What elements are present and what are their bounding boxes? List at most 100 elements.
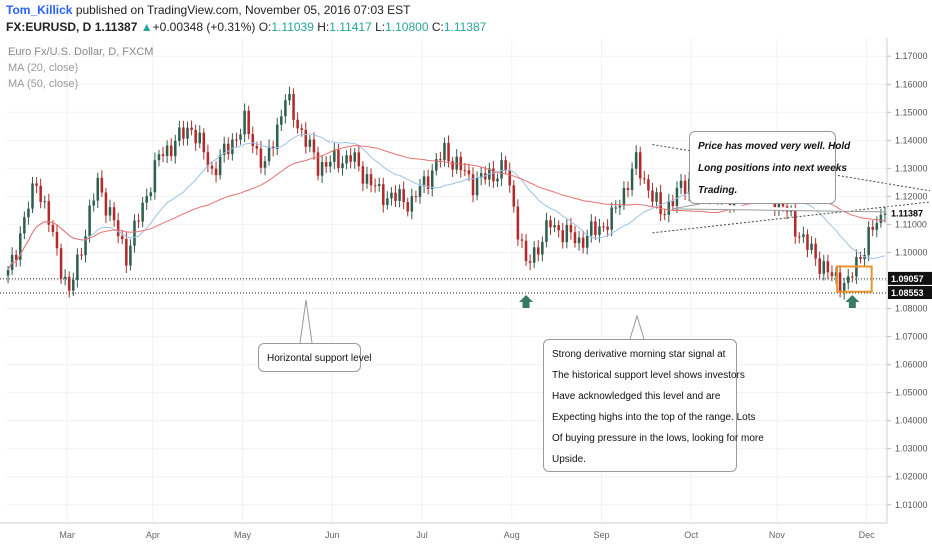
grid-lines xyxy=(6,38,887,523)
candle-body xyxy=(883,213,887,215)
annotation-price-moved[interactable]: Price has moved very well. Hold Long pos… xyxy=(689,131,851,204)
time-axis[interactable]: MarAprMayJunJulAugSepOctNovDec2017Feb xyxy=(0,522,932,540)
candle-body xyxy=(271,146,275,149)
candle-body xyxy=(602,226,605,228)
candle-body xyxy=(663,214,666,216)
candle-body xyxy=(638,152,642,179)
candle-body xyxy=(288,93,291,101)
candle-body xyxy=(235,139,238,141)
time-tick-label: Apr xyxy=(146,530,160,540)
callout-pointer-price xyxy=(671,203,885,213)
candle-body xyxy=(116,220,120,237)
candle-body xyxy=(14,254,18,260)
candle-body xyxy=(528,261,532,263)
candle-body xyxy=(243,110,246,135)
annotation-line: Strong derivative morning star signal at xyxy=(552,349,726,360)
chart-header: Tom_Killick published on TradingView.com… xyxy=(0,0,932,38)
candle-body xyxy=(206,152,210,166)
candle-body xyxy=(471,174,475,196)
annotation-line: Price has moved very well. Hold xyxy=(698,141,851,152)
candle-body xyxy=(231,139,234,154)
candle-body xyxy=(826,261,830,273)
candle-body xyxy=(345,155,348,164)
price-tick-label: 1.11000 xyxy=(895,219,927,229)
candle-body xyxy=(443,142,446,161)
candle-body xyxy=(651,190,654,202)
candle-body xyxy=(292,93,295,120)
chart-background xyxy=(0,38,932,550)
candle-body xyxy=(430,170,434,189)
candle-body xyxy=(459,156,463,171)
callout-pointer-star xyxy=(629,314,645,340)
symbol-name[interactable]: FX:EURUSD, D xyxy=(6,20,92,34)
callout-pointers xyxy=(299,203,885,344)
candle-body xyxy=(300,128,303,130)
candle-body xyxy=(198,132,202,144)
trendline xyxy=(652,201,930,234)
candle-body xyxy=(341,163,344,169)
candle-body xyxy=(614,207,618,209)
candle-body xyxy=(630,168,634,191)
candle-body xyxy=(810,243,813,250)
candle-body xyxy=(606,226,609,230)
signal-markers xyxy=(519,295,860,309)
candle-body xyxy=(361,166,365,184)
price-tick-label: 1.06000 xyxy=(895,360,928,370)
candle-body xyxy=(182,127,185,139)
candle-body xyxy=(577,237,581,244)
candle-body xyxy=(145,196,148,203)
candle-body xyxy=(165,145,169,156)
candle-body xyxy=(508,169,511,186)
author-link[interactable]: Tom_Killick xyxy=(6,3,73,17)
candle-body xyxy=(798,236,801,238)
annotation-line: Long positions into next weeks xyxy=(698,163,847,174)
candle-body xyxy=(353,152,356,162)
price-chart[interactable]: 1.17000 1.16000 1.15000 1.14000 1.13000 1.120… xyxy=(0,38,932,550)
legend-series-name: Euro Fx/U.S. Dollar, D, FXCM xyxy=(8,46,153,58)
price-label-text: 1.11387 xyxy=(891,209,923,219)
time-tick-label: Dec xyxy=(859,530,876,540)
annotation-support-level[interactable]: Horizontal support level xyxy=(258,343,372,372)
candle-body xyxy=(23,217,26,234)
callout-pointer-support xyxy=(299,299,313,344)
candle-body xyxy=(218,154,222,176)
time-tick-label: Oct xyxy=(684,530,699,540)
candle-body xyxy=(647,179,650,191)
candle-body xyxy=(622,188,626,206)
candle-body xyxy=(169,145,173,157)
price-tick-label: 1.05000 xyxy=(895,388,928,398)
close-label: C: xyxy=(431,20,444,34)
candle-body xyxy=(174,140,177,157)
annotation-morning-star[interactable]: Strong derivative morning star signal at… xyxy=(543,339,764,472)
candle-body xyxy=(157,154,161,161)
candle-body xyxy=(565,224,569,243)
candle-body xyxy=(320,162,324,176)
high-label: H: xyxy=(317,20,330,34)
candle-body xyxy=(186,127,189,139)
candle-body xyxy=(679,180,683,188)
candle-body xyxy=(112,207,116,221)
price-label-text: 1.08553 xyxy=(891,288,924,298)
candle-body xyxy=(80,254,83,256)
candle-body xyxy=(414,196,418,198)
candle-body xyxy=(137,220,140,222)
candle-body xyxy=(618,205,622,208)
candle-body xyxy=(120,236,124,240)
candle-body xyxy=(504,160,507,170)
open-value: 1.11039 xyxy=(271,20,314,34)
time-tick-label: Jul xyxy=(416,530,428,540)
price-axis[interactable]: 1.17000 1.16000 1.15000 1.14000 1.13000 1.120… xyxy=(886,38,932,523)
candle-body xyxy=(214,168,218,176)
candle-body xyxy=(328,161,332,167)
candle-body xyxy=(55,231,59,249)
price-tick-label: 1.16000 xyxy=(895,79,928,89)
candle-body xyxy=(634,152,638,169)
candle-body xyxy=(496,178,499,182)
candle-body xyxy=(520,239,524,241)
candle-body xyxy=(818,258,821,274)
candle-body xyxy=(222,143,226,155)
candle-body xyxy=(598,226,601,235)
candle-body xyxy=(153,160,157,193)
candle-body xyxy=(626,188,630,191)
candle-body xyxy=(178,127,181,141)
